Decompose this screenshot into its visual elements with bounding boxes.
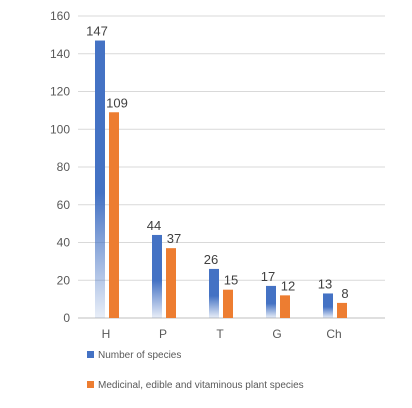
bar-medicinal-species bbox=[166, 248, 176, 318]
data-labels: 147 109 44 37 26 15 17 12 13 8 bbox=[86, 24, 348, 301]
legend: Number of species Medicinal, edible and v… bbox=[87, 350, 304, 391]
x-tick-label: H bbox=[102, 327, 111, 341]
y-tick-label: 120 bbox=[50, 85, 70, 99]
gridlines bbox=[78, 15, 385, 319]
data-label: 17 bbox=[261, 269, 275, 284]
bar-medicinal-species bbox=[280, 295, 290, 318]
data-label: 13 bbox=[318, 276, 332, 291]
bar-number-of-species bbox=[95, 40, 105, 318]
y-tick-label: 140 bbox=[50, 47, 70, 61]
data-label: 12 bbox=[281, 278, 295, 293]
y-tick-label: 100 bbox=[50, 122, 70, 136]
legend-swatch bbox=[87, 351, 94, 358]
y-tick-label: 160 bbox=[50, 9, 70, 23]
data-label: 44 bbox=[147, 218, 161, 233]
bar-number-of-species bbox=[209, 268, 219, 318]
x-tick-label: P bbox=[159, 327, 167, 341]
data-label: 147 bbox=[86, 24, 108, 39]
bar-medicinal-species bbox=[109, 112, 119, 318]
y-tick-label: 40 bbox=[57, 236, 71, 250]
legend-swatch bbox=[87, 381, 94, 388]
data-label: 37 bbox=[167, 231, 181, 246]
bar-medicinal-species bbox=[337, 302, 347, 318]
bars bbox=[95, 40, 347, 318]
legend-label: Medicinal, edible and vitaminous plant s… bbox=[98, 380, 304, 391]
bar-number-of-species bbox=[323, 293, 333, 318]
x-tick-label: G bbox=[272, 327, 281, 341]
x-tick-label: Ch bbox=[326, 327, 341, 341]
y-tick-label: 60 bbox=[57, 198, 71, 212]
x-axis-tick-labels: H P T G Ch bbox=[102, 327, 342, 341]
data-label: 15 bbox=[224, 273, 238, 288]
y-axis-tick-labels: 0 20 40 60 80 100 120 140 160 bbox=[50, 9, 70, 325]
y-tick-label: 20 bbox=[57, 273, 71, 287]
x-tick-label: T bbox=[216, 327, 224, 341]
data-label: 109 bbox=[106, 95, 128, 110]
data-label: 8 bbox=[341, 286, 348, 301]
data-label: 26 bbox=[204, 252, 218, 267]
bar-number-of-species bbox=[266, 285, 276, 318]
bar-number-of-species bbox=[152, 234, 162, 318]
legend-label: Number of species bbox=[98, 350, 181, 361]
bar-medicinal-species bbox=[223, 289, 233, 318]
y-tick-label: 0 bbox=[63, 311, 70, 325]
y-tick-label: 80 bbox=[57, 160, 71, 174]
